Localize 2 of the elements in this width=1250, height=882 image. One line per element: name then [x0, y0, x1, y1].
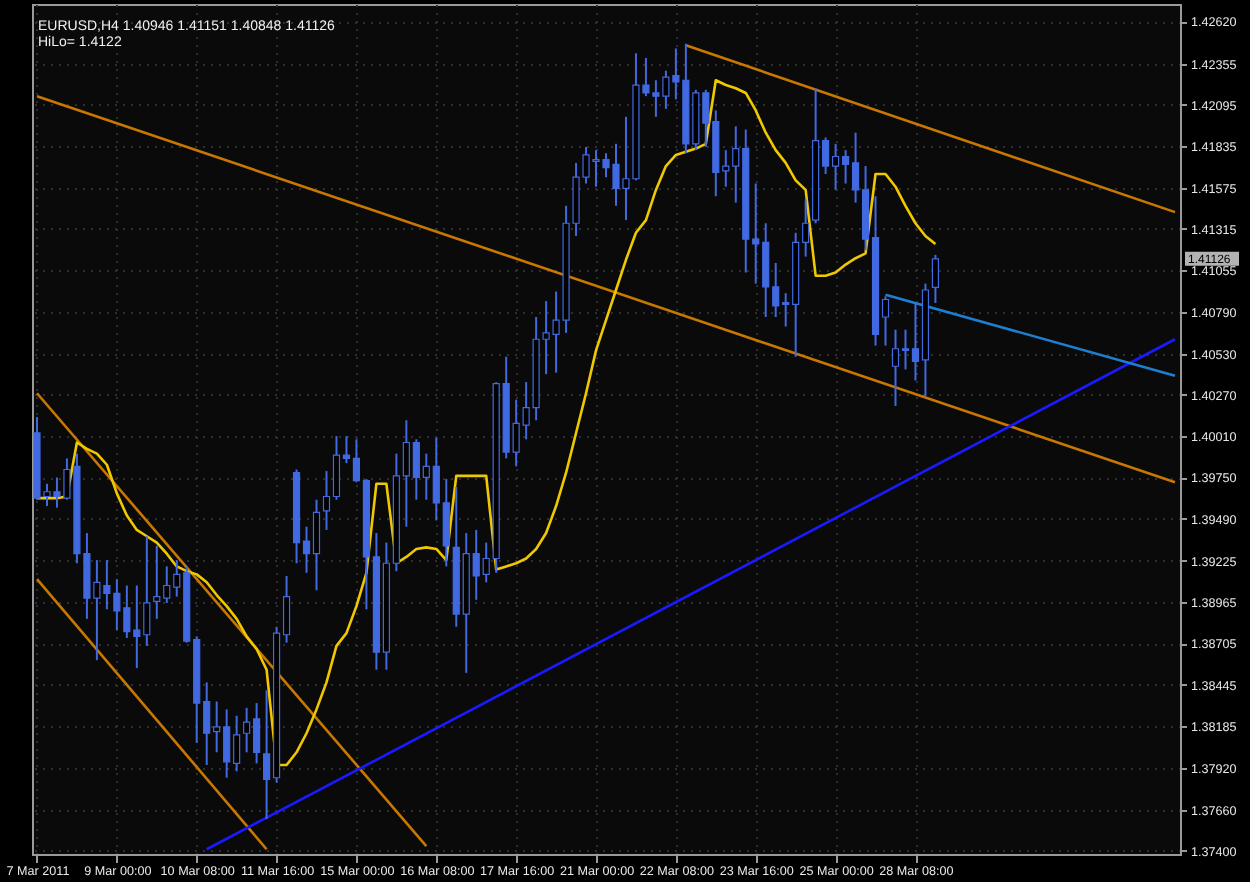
- line-series: [35, 78, 937, 767]
- candlestick: [931, 253, 940, 305]
